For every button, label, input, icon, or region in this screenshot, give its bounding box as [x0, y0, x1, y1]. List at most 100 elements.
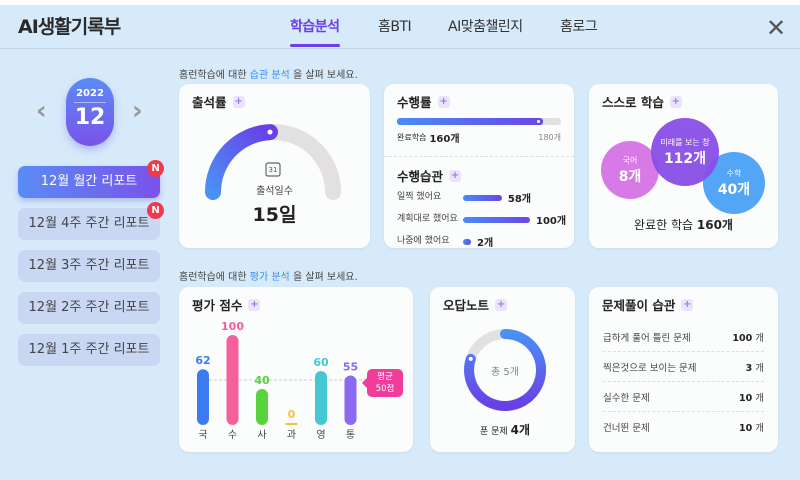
calendar-icon: 31	[268, 166, 278, 174]
habit-item: 건너뛴 문제 10 개	[603, 412, 764, 442]
card-title: 문제풀이 습관	[602, 298, 676, 313]
habit-value: 58개	[507, 194, 531, 205]
bar-value: 100	[221, 320, 244, 333]
bubble-future-window: 미래를 보는 창 112개	[651, 118, 719, 186]
item-unit: 개	[755, 332, 764, 344]
bubble-korean: 국어 8개	[601, 141, 659, 199]
attendance-card: 출석률 + 31 출석일수 15일	[179, 84, 370, 248]
plus-icon[interactable]: +	[449, 169, 462, 182]
solved-label: 푼 문제	[480, 427, 508, 437]
bar-과	[285, 423, 298, 425]
scores-bar-chart: 62 국 100 수 40 사 0 과 60 영 55 통	[195, 320, 369, 441]
average-tag: 평균 50점	[362, 369, 403, 397]
bar-국	[197, 369, 209, 425]
category-label: 사	[257, 429, 266, 441]
top-strip	[0, 0, 800, 5]
habit-bar-row: 58개	[463, 190, 531, 205]
close-icon[interactable]: ✕	[766, 14, 787, 42]
tab-learning-analysis[interactable]: 학습분석	[290, 19, 340, 35]
average-value: 50점	[375, 384, 395, 394]
done-label: 완료학습	[397, 133, 427, 142]
bar-수	[226, 335, 239, 425]
bar-value: 0	[288, 408, 296, 421]
plus-icon[interactable]: +	[232, 95, 245, 108]
habit-item: 찍은것으로 보이는 문제 3 개	[603, 352, 764, 382]
chevron-left-icon[interactable]: ‹	[36, 96, 47, 126]
report-button[interactable]: 12월 2주 주간 리포트	[18, 292, 160, 324]
bar-value: 60	[313, 356, 329, 369]
plus-icon[interactable]: +	[669, 95, 682, 108]
label-prefix: 홈런학습에 대한	[179, 70, 247, 81]
item-value: 3	[745, 362, 753, 374]
self-study-card: 스스로 학습 + 국어 8개 수학 40개 미래를 보는 창 112개 완료한 학습 1…	[589, 84, 778, 248]
habit-value: 100개	[536, 216, 567, 227]
plus-icon[interactable]: +	[437, 95, 450, 108]
label-suffix: 을 살펴 보세요.	[292, 70, 358, 81]
month-selector: 2022 12	[66, 78, 114, 146]
donut-center: 총 5개	[491, 367, 519, 378]
plus-icon[interactable]: +	[681, 298, 694, 311]
report-button[interactable]: 12월 1주 주간 리포트	[18, 334, 160, 366]
report-button[interactable]: 12월 월간 리포트	[18, 166, 160, 198]
solved-value: 4개	[510, 423, 530, 437]
header	[0, 5, 800, 49]
solve-habit-card: 문제풀이 습관 + 급하게 풀어 틀린 문제 100 개 찍은것으로 보이는 문제 3 …	[589, 287, 778, 452]
habit-bar	[463, 216, 530, 223]
divider	[384, 156, 574, 157]
report-button[interactable]: 12월 3주 주간 리포트	[18, 250, 160, 282]
new-badge: N	[147, 202, 164, 219]
solved-row: 푼 문제 4개	[430, 421, 580, 438]
habit-bar	[463, 238, 471, 245]
habit-label: 계획대로 했어요	[397, 214, 458, 224]
wrong-note-donut	[464, 329, 546, 411]
done-row: 완료학습 160개	[397, 130, 460, 145]
plus-icon[interactable]: +	[495, 298, 508, 311]
eval-section-label: 홈런학습에 대한 평가 분석 을 살펴 보세요.	[179, 268, 358, 283]
app-title: AI생활기록부	[18, 16, 121, 38]
performance-progress	[397, 118, 543, 125]
item-unit: 개	[755, 392, 764, 404]
total-value: 180개	[538, 133, 561, 142]
attendance-label: 출석일수	[256, 186, 293, 197]
habit-item: 실수한 문제 10 개	[603, 382, 764, 412]
label-prefix: 홈런학습에 대한	[179, 272, 247, 283]
item-unit: 개	[755, 423, 764, 434]
category-label: 통	[346, 429, 355, 441]
item-label: 실수한 문제	[603, 392, 650, 404]
scores-card: 평가 점수 + 62 국 100 수 40 사 0 과 60 영 55 통 평균 50점	[179, 287, 413, 452]
average-label: 평균	[377, 372, 393, 382]
tab-ai-challenge[interactable]: AI맞춤챌린지	[448, 19, 523, 35]
label-suffix: 을 살펴 보세요.	[292, 272, 358, 283]
item-label: 찍은것으로 보이는 문제	[603, 362, 697, 374]
habit-label: 일찍 했어요	[397, 192, 442, 202]
bubble-label: 국어	[622, 155, 638, 165]
bar-통	[344, 375, 357, 425]
label-highlight: 습관 분석	[249, 70, 290, 81]
bubble-value: 40개	[717, 181, 751, 198]
total-value: 160개	[696, 218, 733, 232]
total-label: 완료한 학습	[634, 218, 694, 232]
label-highlight: 평가 분석	[249, 272, 290, 283]
tab-home-log[interactable]: 홈로그	[560, 19, 598, 35]
item-unit: 개	[755, 362, 764, 374]
category-label: 수	[228, 429, 237, 441]
performance-card: 수행률 + 완료학습 160개 180개 수행습관 + 일찍 했어요 58개 계획대로 …	[384, 84, 574, 249]
report-button[interactable]: 12월 4주 주간 리포트	[18, 208, 160, 240]
bar-value: 40	[254, 374, 270, 387]
bubble-label: 미래를 보는 창	[660, 137, 710, 147]
tab-home-bti[interactable]: 홈BTI	[378, 19, 412, 35]
plus-icon[interactable]: +	[248, 298, 261, 311]
done-value: 160개	[429, 134, 460, 145]
bar-사	[256, 389, 268, 425]
bubble-value: 112개	[663, 150, 707, 167]
new-badge: N	[147, 160, 164, 177]
card-title: 출석률	[192, 95, 227, 110]
bar-value: 62	[195, 354, 210, 367]
active-tab-indicator	[290, 44, 340, 47]
item-label: 건너뛴 문제	[603, 423, 650, 434]
card-title: 수행률	[397, 95, 432, 110]
bubble-label: 수학	[726, 168, 742, 178]
card-title: 오답노트	[443, 298, 490, 313]
bar-value: 55	[343, 361, 358, 374]
chevron-right-icon[interactable]: ›	[132, 96, 143, 126]
